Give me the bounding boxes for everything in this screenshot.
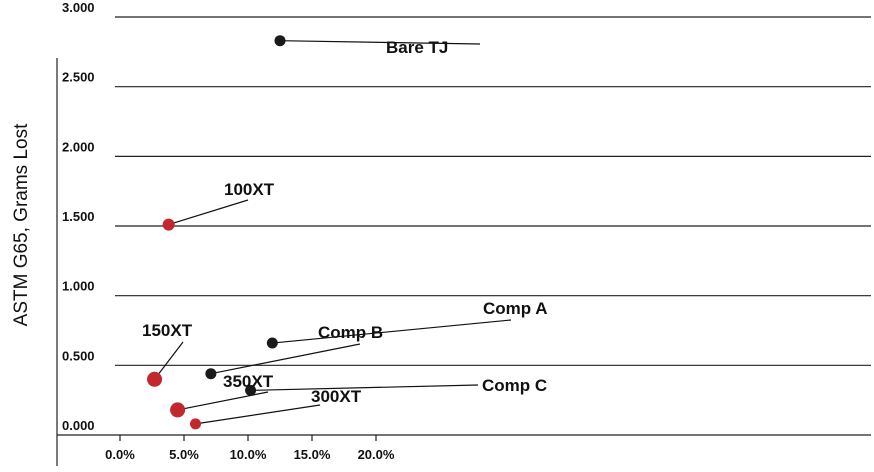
x-tick-label-2: 10.0% <box>230 447 267 462</box>
leader-comp-b <box>210 343 361 375</box>
grid-lines <box>115 16 871 366</box>
data-point-comp-c <box>245 384 257 396</box>
point-label-comp-a: Comp A <box>483 299 548 318</box>
point-labels: Bare TJ 100XT Comp A Comp B 150XT Comp C 350XT… <box>142 38 548 406</box>
data-point-comp-a <box>266 337 278 349</box>
point-label-comp-c: Comp C <box>482 376 547 395</box>
y-tick-label-3: 1.500 <box>62 209 95 224</box>
data-point-100xt <box>162 218 175 231</box>
leader-350xt <box>177 391 269 411</box>
x-tick-label-4: 20.0% <box>358 447 395 462</box>
data-point-350xt <box>170 402 186 418</box>
y-tick-label-4: 2.000 <box>62 139 95 154</box>
axes <box>56 58 871 466</box>
leader-comp-c <box>250 384 479 392</box>
point-label-bare-tj: Bare TJ <box>386 38 448 57</box>
y-tick-label-0: 0.000 <box>62 418 95 433</box>
leader-lines <box>154 40 512 425</box>
data-point-bare-tj <box>274 35 286 47</box>
leader-bare-tj <box>279 40 481 45</box>
x-tick-label-1: 5.0% <box>169 447 199 462</box>
y-tick-label-2: 1.000 <box>62 279 95 294</box>
x-tick-label-0: 0.0% <box>105 447 135 462</box>
y-tick-labels: 0.000 0.500 1.000 1.500 2.000 2.500 3.000 <box>62 0 95 433</box>
leader-300xt <box>195 404 321 425</box>
y-tick-label-5: 2.500 <box>62 70 95 85</box>
point-label-150xt: 150XT <box>142 321 193 340</box>
leader-150xt <box>154 341 184 380</box>
data-point-comp-b <box>205 368 217 380</box>
point-label-350xt: 350XT <box>223 372 274 391</box>
data-point-150xt <box>147 371 163 387</box>
data-point-300xt <box>190 418 202 430</box>
y-axis-label: ASTM G65, Grams Lost <box>11 123 32 326</box>
leader-100xt <box>168 199 249 226</box>
point-label-comp-b: Comp B <box>318 323 383 342</box>
leader-comp-a <box>272 319 512 344</box>
point-label-100xt: 100XT <box>224 180 275 199</box>
y-tick-label-1: 0.500 <box>62 348 95 363</box>
x-tick-label-3: 15.0% <box>294 447 331 462</box>
data-points <box>147 35 286 430</box>
y-tick-label-6: 3.000 <box>62 0 95 15</box>
point-label-300xt: 300XT <box>311 387 362 406</box>
x-tick-labels: 0.0% 5.0% 10.0% 15.0% 20.0% <box>105 447 395 462</box>
